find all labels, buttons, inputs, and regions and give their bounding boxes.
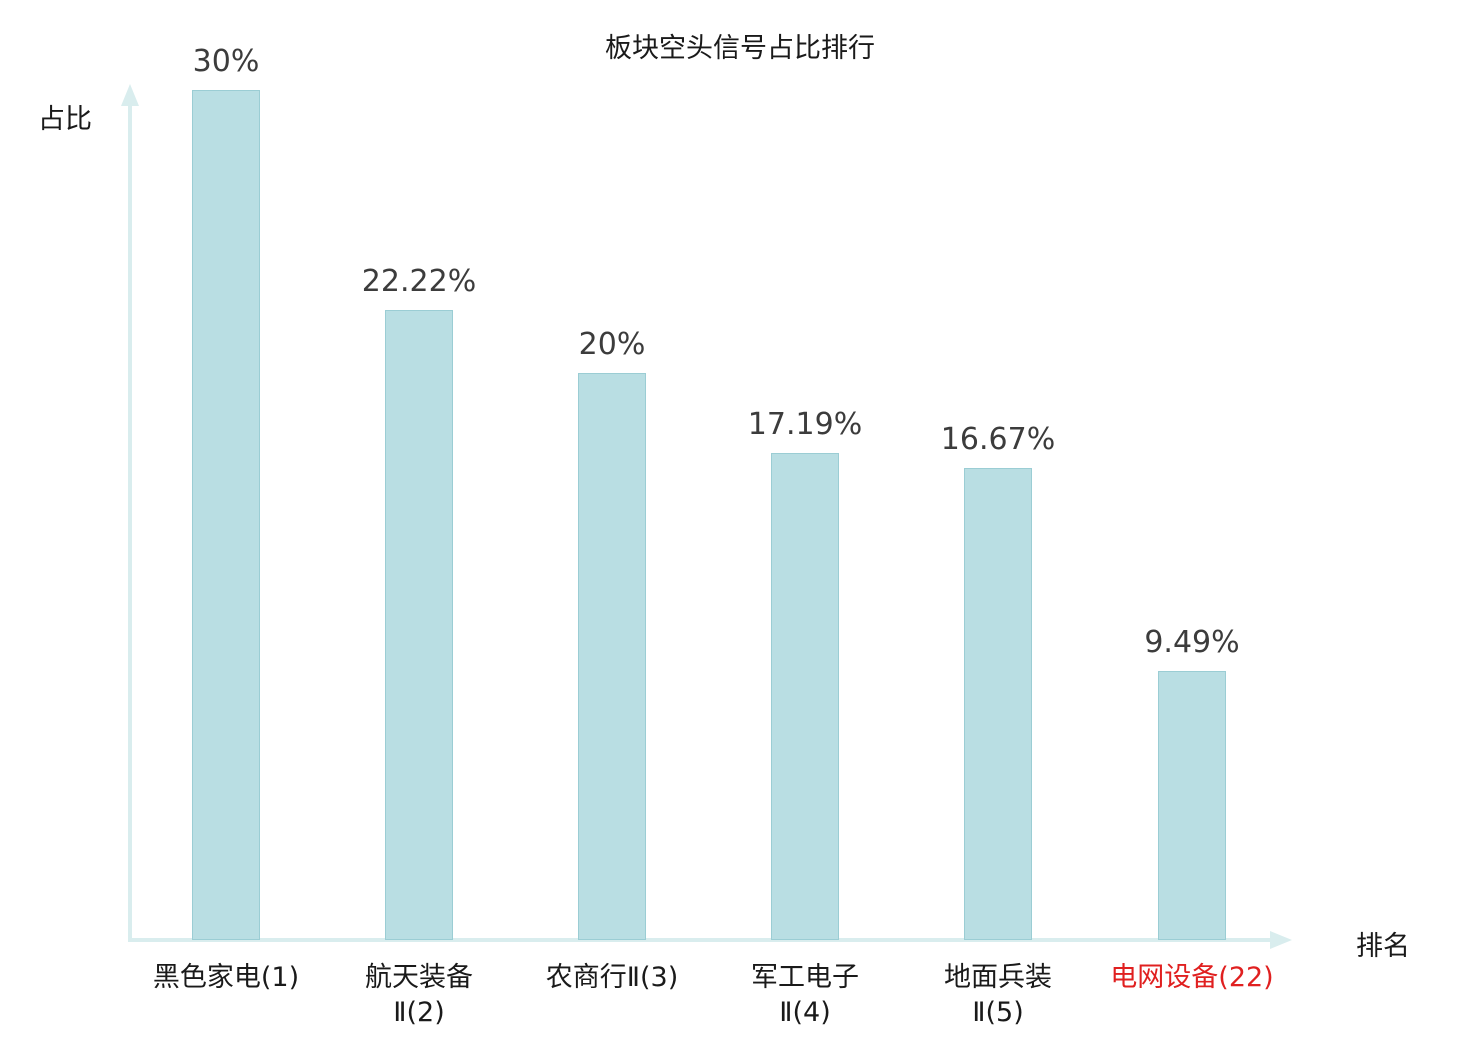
category-label-1: 黑色家电(1) [152, 962, 300, 993]
value-label-3: 20% [578, 327, 646, 362]
bar-5 [964, 468, 1032, 940]
x-axis-arrow-icon [1270, 931, 1292, 949]
category-label-6: 电网设备(22) [1110, 962, 1274, 993]
bar-4 [771, 453, 839, 940]
category-label-3: 农商行Ⅱ(3) [545, 962, 679, 993]
bar-2 [385, 310, 453, 940]
y-axis-arrow-icon [121, 84, 139, 106]
chart-title: 板块空头信号占比排行 [605, 33, 875, 64]
x-axis-label: 排名 [1356, 931, 1410, 962]
y-axis-label: 占比 [38, 104, 92, 135]
bar-1 [192, 90, 260, 940]
category-label-5: 地面兵装 Ⅱ(5) [944, 962, 1052, 1028]
value-label-5: 16.67% [940, 422, 1056, 457]
value-label-4: 17.19% [747, 407, 863, 442]
category-label-4: 军工电子 Ⅱ(4) [751, 962, 859, 1028]
value-label-6: 9.49% [1144, 625, 1240, 660]
category-label-2: 航天装备 Ⅱ(2) [365, 962, 473, 1028]
value-label-1: 30% [192, 44, 260, 79]
bar-6 [1158, 671, 1226, 940]
value-label-2: 22.22% [361, 264, 477, 299]
bar-3 [578, 373, 646, 940]
